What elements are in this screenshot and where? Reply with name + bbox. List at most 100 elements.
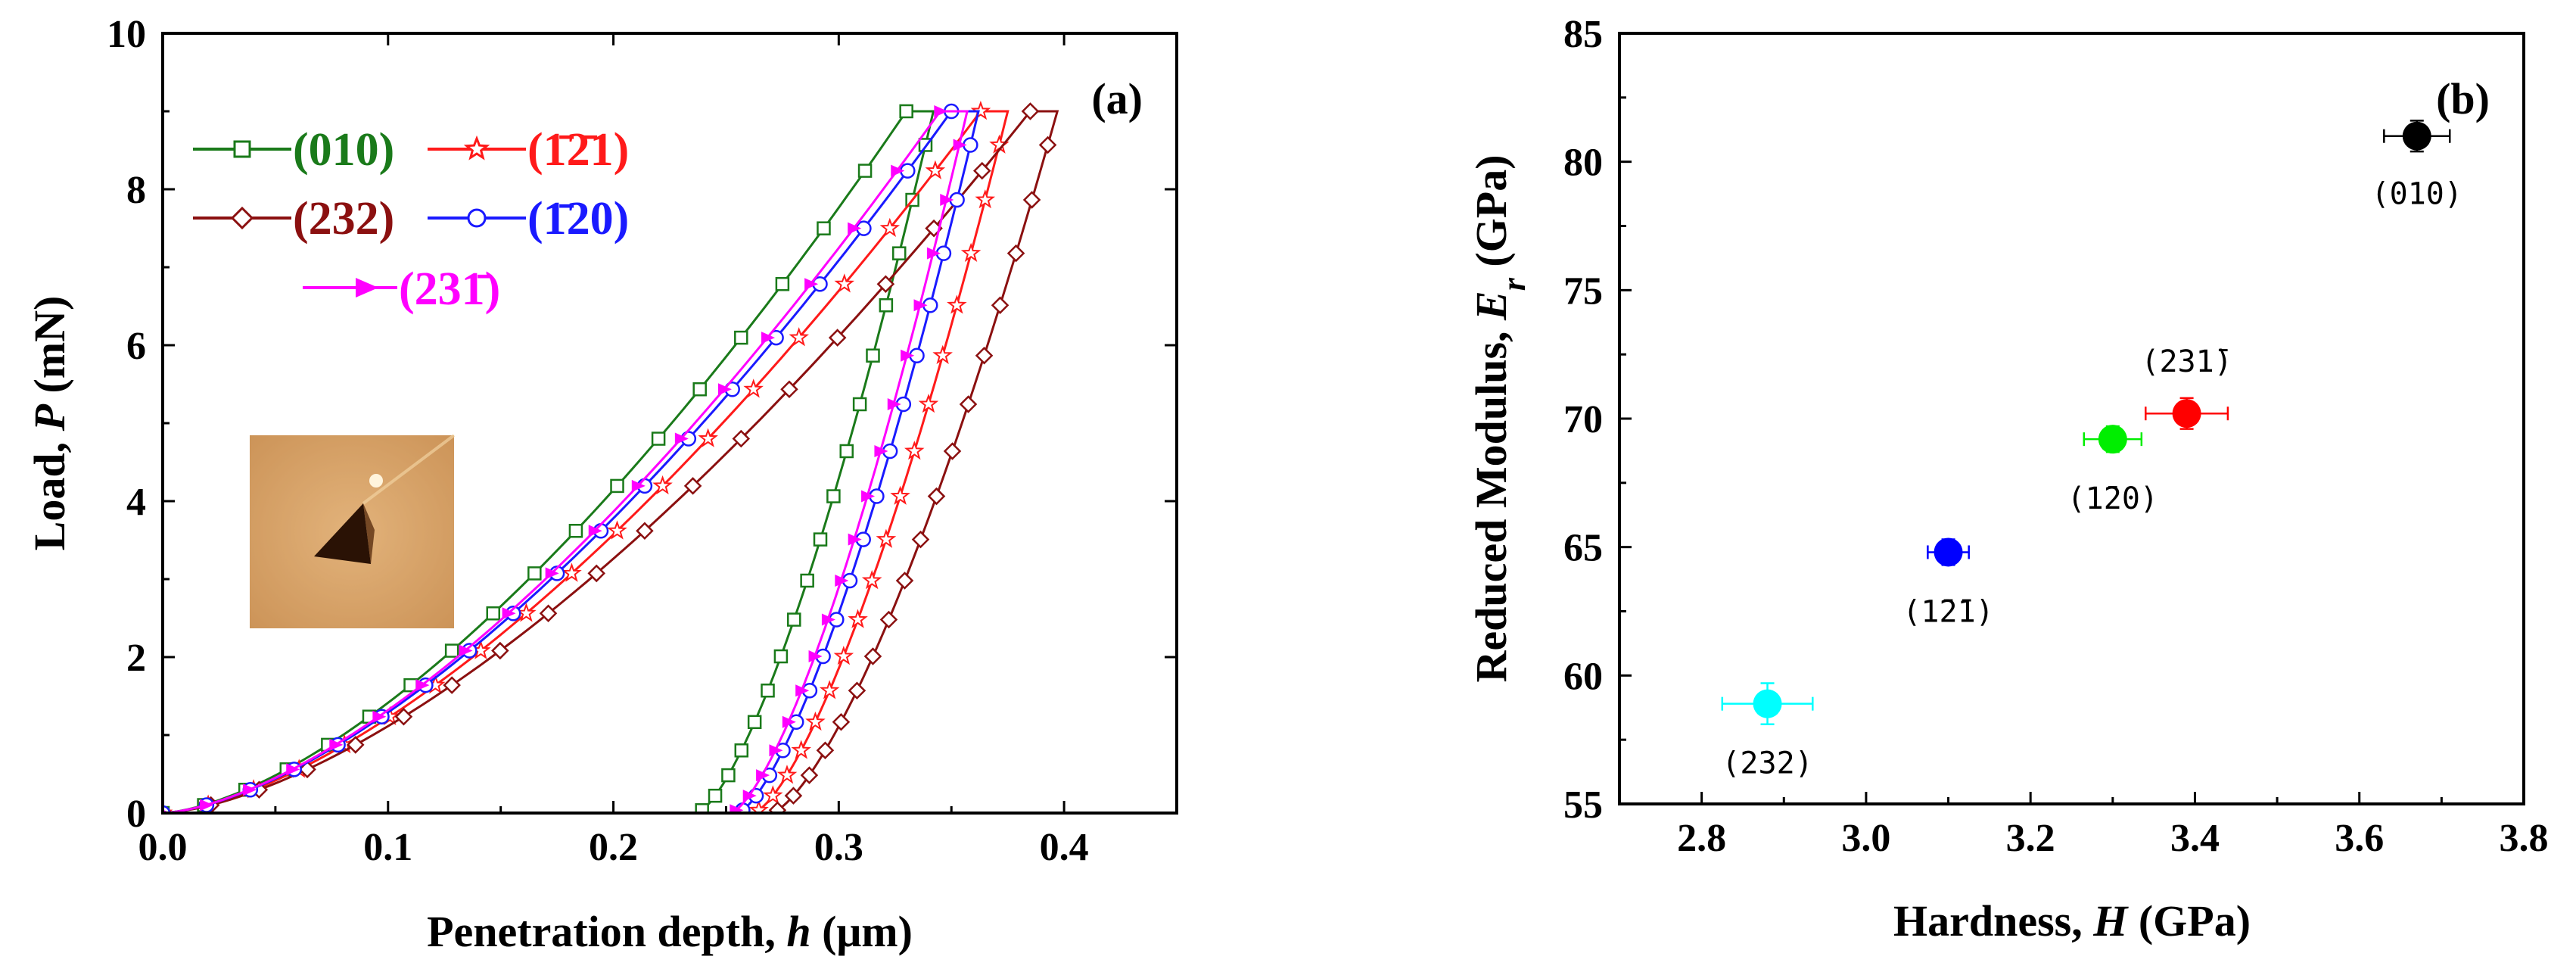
a-x-tick-label: 0.1 — [363, 826, 412, 869]
b-y-tick-label: 75 — [1563, 269, 1603, 313]
a-data-marker — [1022, 191, 1041, 209]
legend-label-120: (1̄20) — [527, 193, 629, 245]
a-x-tick-label: 0.4 — [1040, 826, 1089, 869]
legend-label-121: (1̄2̄1) — [527, 124, 629, 176]
a-y-tick-label: 8 — [126, 169, 146, 212]
a-data-marker — [911, 530, 930, 549]
a-data-marker — [769, 744, 783, 757]
a-data-marker — [756, 769, 770, 782]
a-data-marker — [607, 520, 627, 540]
a-data-marker — [848, 609, 868, 628]
a-data-marker — [904, 441, 925, 460]
a-data-marker — [562, 562, 582, 582]
a-legend: (010) (1̄2̄1) (232) (1̄20) (231̄) — [193, 124, 629, 315]
a-data-marker — [708, 788, 723, 803]
b-x-tick-label: 3.2 — [2006, 817, 2055, 860]
a-data-marker — [876, 528, 897, 548]
b-x-axis-title: Hardness, H (GPa) — [1893, 896, 2251, 946]
a-data-marker — [861, 570, 882, 590]
a-panel-label: (a) — [1091, 74, 1143, 123]
a-data-marker — [848, 533, 862, 546]
a-data-marker — [816, 741, 835, 760]
a-data-marker — [1038, 136, 1057, 154]
legend-label-232: (232) — [293, 193, 394, 245]
a-data-marker — [848, 681, 866, 699]
b-point-label: (232) — [1722, 746, 1812, 781]
a-data-marker — [748, 799, 769, 813]
a-data-marker — [747, 715, 762, 730]
a-data-marker — [861, 490, 876, 503]
a-data-marker — [932, 344, 953, 364]
a-data-marker — [698, 428, 718, 447]
a-ticks: 0.0 0.1 0.2 0.3 0.4 0 2 4 6 8 10 — [107, 13, 1178, 869]
a-data-marker — [486, 606, 500, 621]
a-data-marker — [742, 790, 757, 802]
a-data-marker — [674, 432, 689, 445]
b-point-1: (1̄2̄1) — [1902, 537, 1994, 629]
a-x-tick-label: 0.3 — [814, 826, 863, 869]
b-data-point — [2098, 425, 2127, 454]
a-data-marker — [879, 298, 894, 313]
a-data-marker — [539, 604, 558, 623]
a-data-marker — [587, 564, 605, 583]
a-data-marker — [970, 101, 991, 120]
a-data-marker — [791, 740, 811, 759]
a-data-marker — [835, 574, 849, 587]
a-data-marker — [913, 299, 928, 312]
a-data-marker — [795, 684, 810, 697]
a-y-tick-label: 6 — [126, 325, 146, 368]
a-data-marker — [394, 707, 413, 726]
a-data-marker — [891, 164, 905, 177]
a-y-tick-label: 10 — [107, 13, 146, 56]
b-y-axis-title: Reduced Modulus, Er (GPa) — [1467, 154, 1532, 682]
a-data-marker — [730, 804, 744, 813]
a-data-marker — [879, 217, 901, 237]
a-data-marker — [782, 715, 796, 728]
a-data-marker — [890, 485, 910, 505]
a-data-marker — [780, 380, 798, 398]
a-data-marker — [732, 429, 751, 448]
b-x-tick-label: 3.0 — [1841, 817, 1890, 860]
a-data-marker — [692, 382, 707, 397]
a-data-marker — [443, 676, 461, 694]
b-y-tick-label: 65 — [1563, 527, 1603, 570]
a-data-marker — [346, 736, 365, 754]
b-data-point — [1753, 689, 1782, 718]
a-data-marker — [821, 613, 835, 626]
a-data-marker — [832, 713, 851, 731]
b-y-tick-label: 60 — [1563, 655, 1603, 698]
a-data-marker — [817, 221, 831, 235]
b-y-tick-label: 70 — [1563, 398, 1603, 441]
b-ticks: 2.8 3.0 3.2 3.4 3.6 3.8 55 60 65 70 75 80 85 — [1563, 13, 2549, 860]
a-data-marker — [789, 327, 809, 347]
a-data-marker — [761, 332, 776, 344]
a-data-marker — [721, 768, 736, 783]
a-data-marker — [636, 522, 654, 541]
a-data-marker — [491, 641, 509, 660]
a-data-marker — [991, 296, 1010, 315]
a-data-marker — [852, 397, 867, 412]
a-data-marker — [804, 278, 819, 291]
legend-entry-121: (1̄2̄1) — [428, 124, 629, 176]
legend-entry-010: (010) — [193, 124, 394, 176]
a-data-marker — [857, 164, 873, 178]
b-panel-label: (b) — [2436, 74, 2490, 123]
a-data-marker — [805, 711, 826, 731]
a-data-marker — [813, 532, 828, 547]
a-data-marker — [800, 766, 819, 784]
a-data-marker — [695, 803, 709, 813]
a-y-tick-label: 0 — [126, 793, 146, 836]
a-data-marker — [926, 247, 941, 260]
a-data-marker — [975, 346, 994, 365]
a-data-marker — [761, 683, 775, 698]
a-data-marker — [502, 607, 516, 620]
b-data-point — [2402, 121, 2431, 151]
a-data-marker — [683, 477, 702, 495]
legend-entry-120: (1̄20) — [428, 193, 629, 245]
a-x-axis-title: Penetration depth, h (μm) — [427, 907, 913, 956]
a-x-tick-label: 0.2 — [589, 826, 638, 869]
b-data-point — [2172, 399, 2201, 428]
b-y-tick-label: 55 — [1563, 784, 1603, 827]
a-data-marker — [329, 738, 344, 751]
a-x-tick-label: 0.0 — [138, 826, 188, 869]
